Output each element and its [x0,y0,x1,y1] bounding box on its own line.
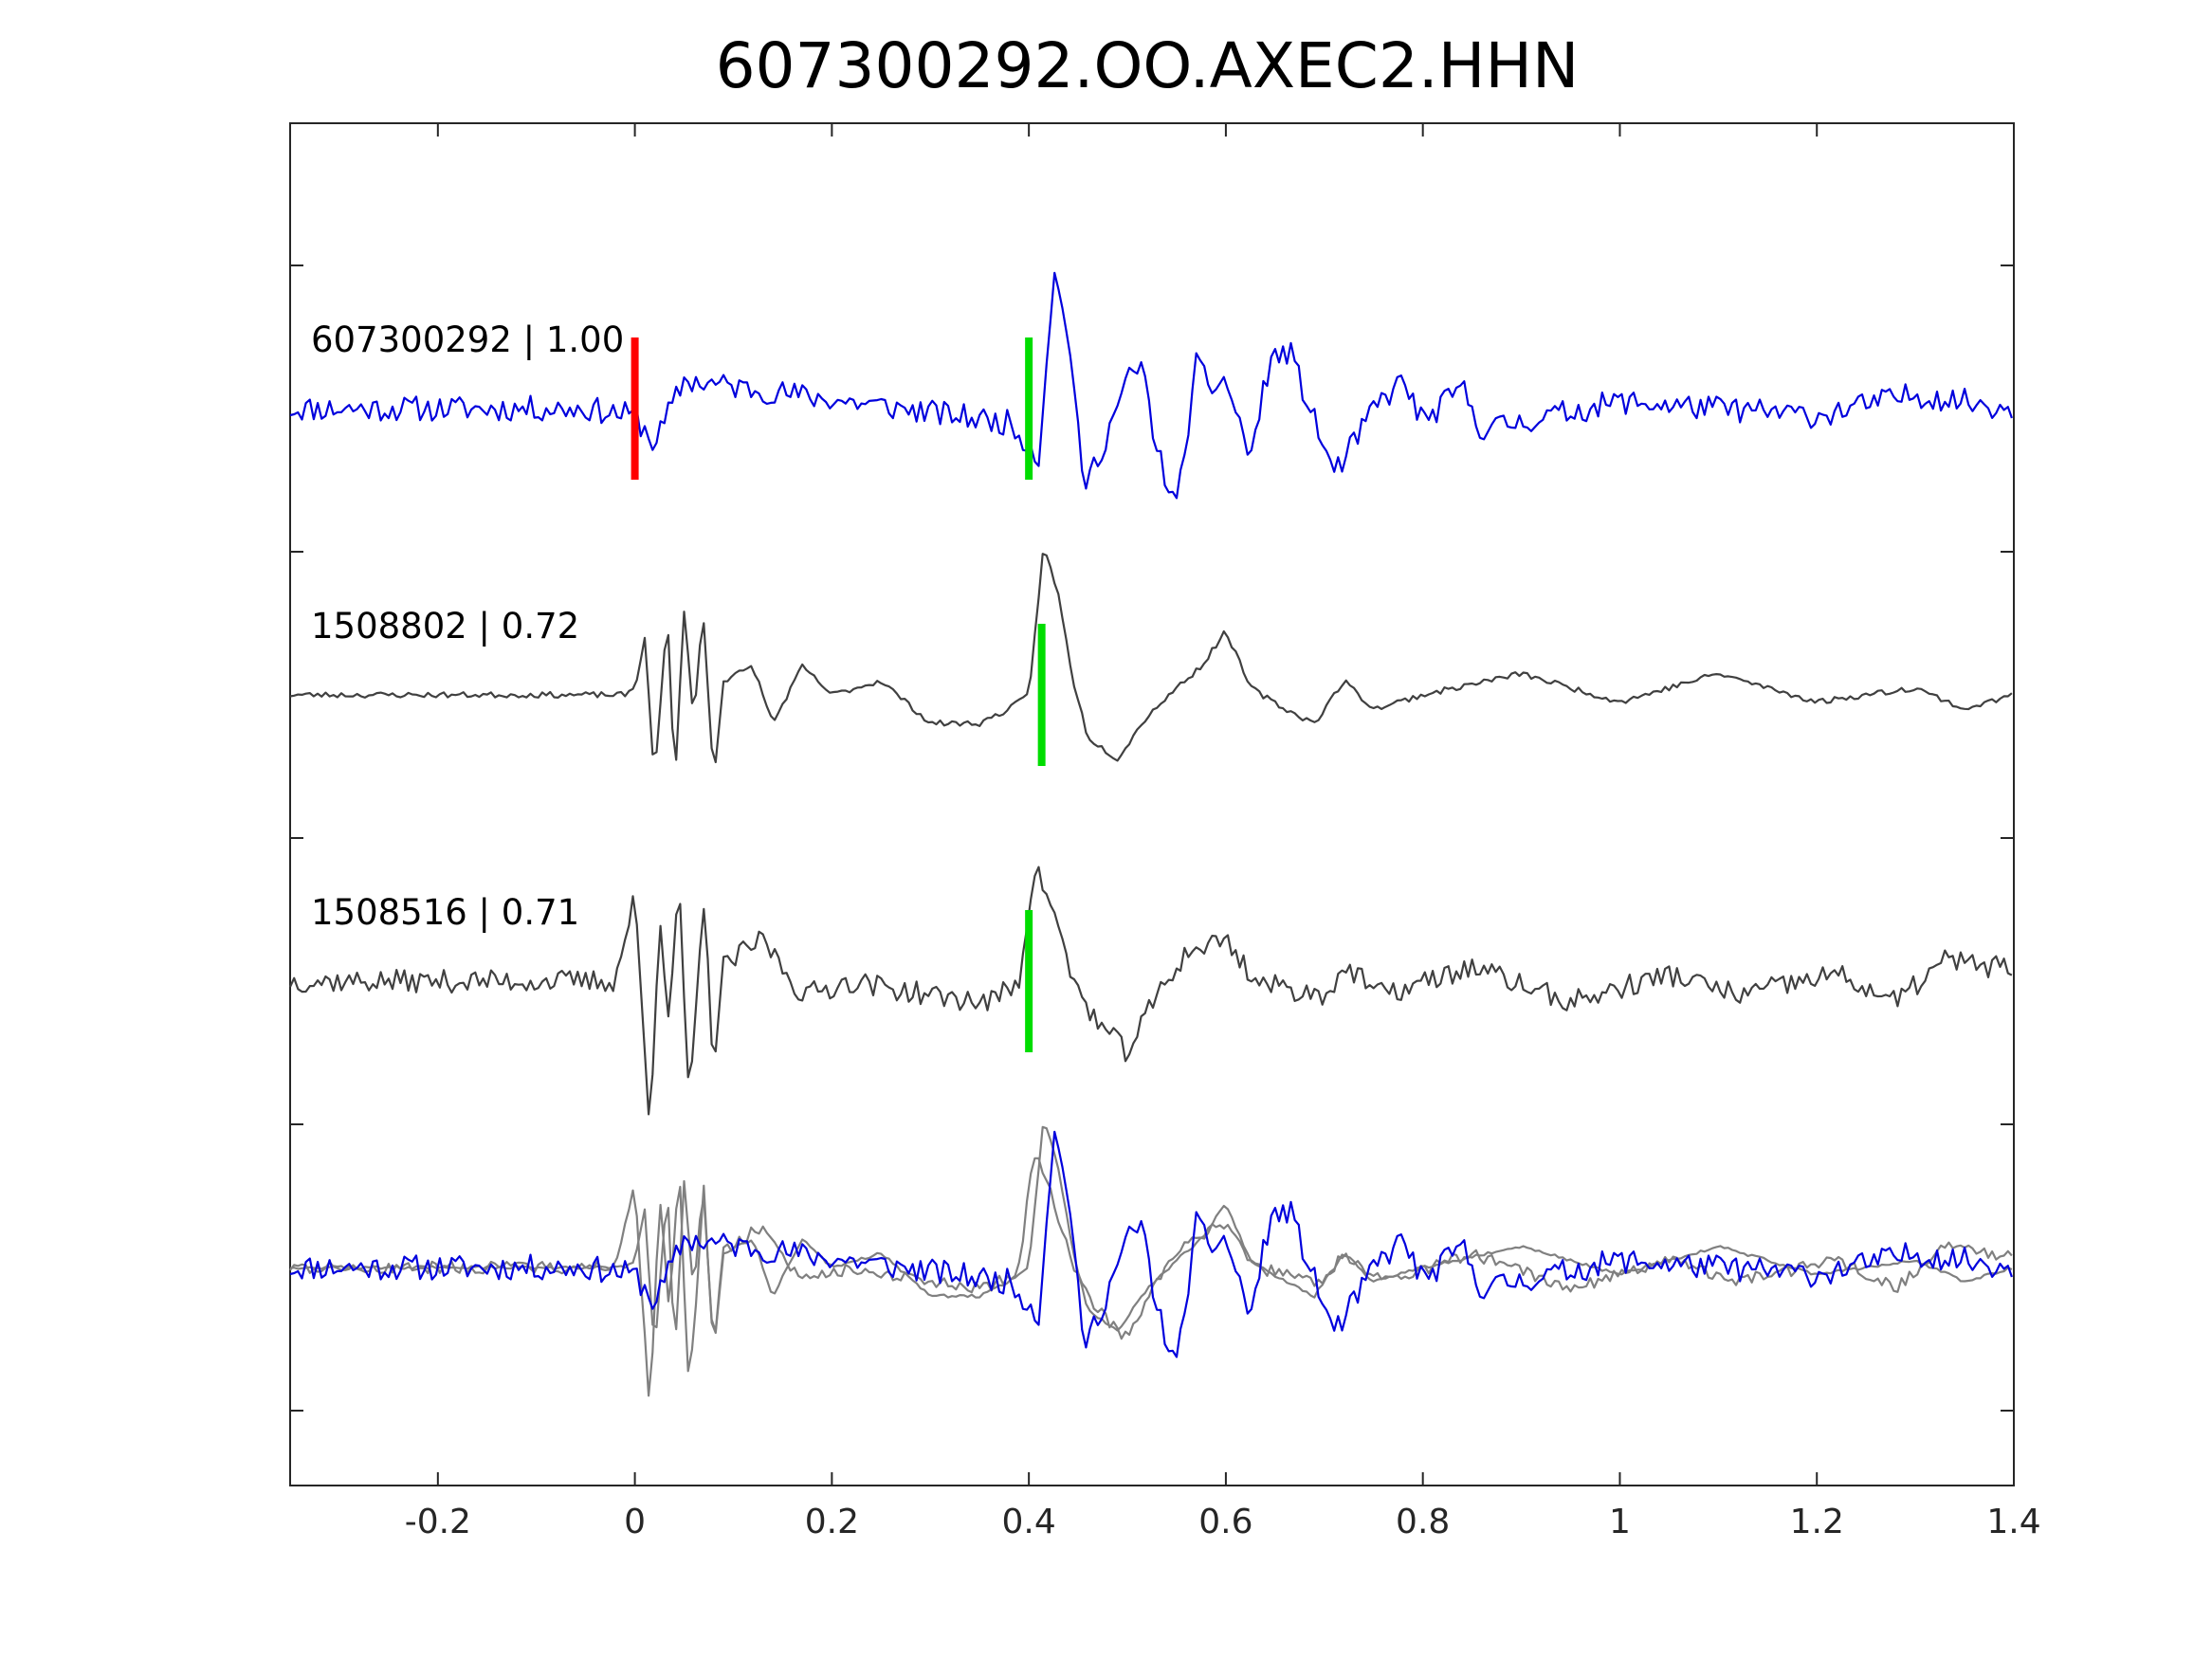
chart-title: 607300292.OO.AXEC2.HHN [716,29,1580,102]
x-tick-label: 0 [624,1503,646,1541]
trace-label-2: 1508802 | 0.72 [311,606,579,647]
overlay-group [289,1125,2013,1397]
x-tick-label: 1.4 [1986,1503,2040,1541]
x-axis-ticks: -0.2 0 0.2 0.4 0.6 0.8 1 1.2 1.4 [405,123,2041,1541]
x-tick-label: 1 [1609,1503,1631,1541]
trace-label-3: 1508516 | 0.71 [311,892,579,933]
trace-line-3 [288,866,2013,1116]
x-tick-label: 0.4 [1002,1503,1056,1541]
trace-line-1 [289,271,2013,500]
x-tick-label: 0.6 [1198,1503,1252,1541]
x-tick-label: -0.2 [405,1503,471,1541]
pick-markers [631,337,1046,1052]
x-tick-label: 0.8 [1396,1503,1450,1541]
plot-frame [289,122,2015,1486]
x-tick-label: 0.2 [805,1503,859,1541]
trace-group [288,271,2013,1116]
x-tick-label: 1.2 [1790,1503,1844,1541]
overlay-target-line [289,1130,2013,1358]
trace-label-1: 607300292 | 1.00 [311,319,624,360]
y-axis-ticks [290,264,2014,1412]
overlay-template-line-1 [289,1125,2013,1335]
trace-labels: 607300292 | 1.00 1508802 | 0.72 1508516 | … [311,319,624,933]
trace-line-2 [289,553,2013,764]
